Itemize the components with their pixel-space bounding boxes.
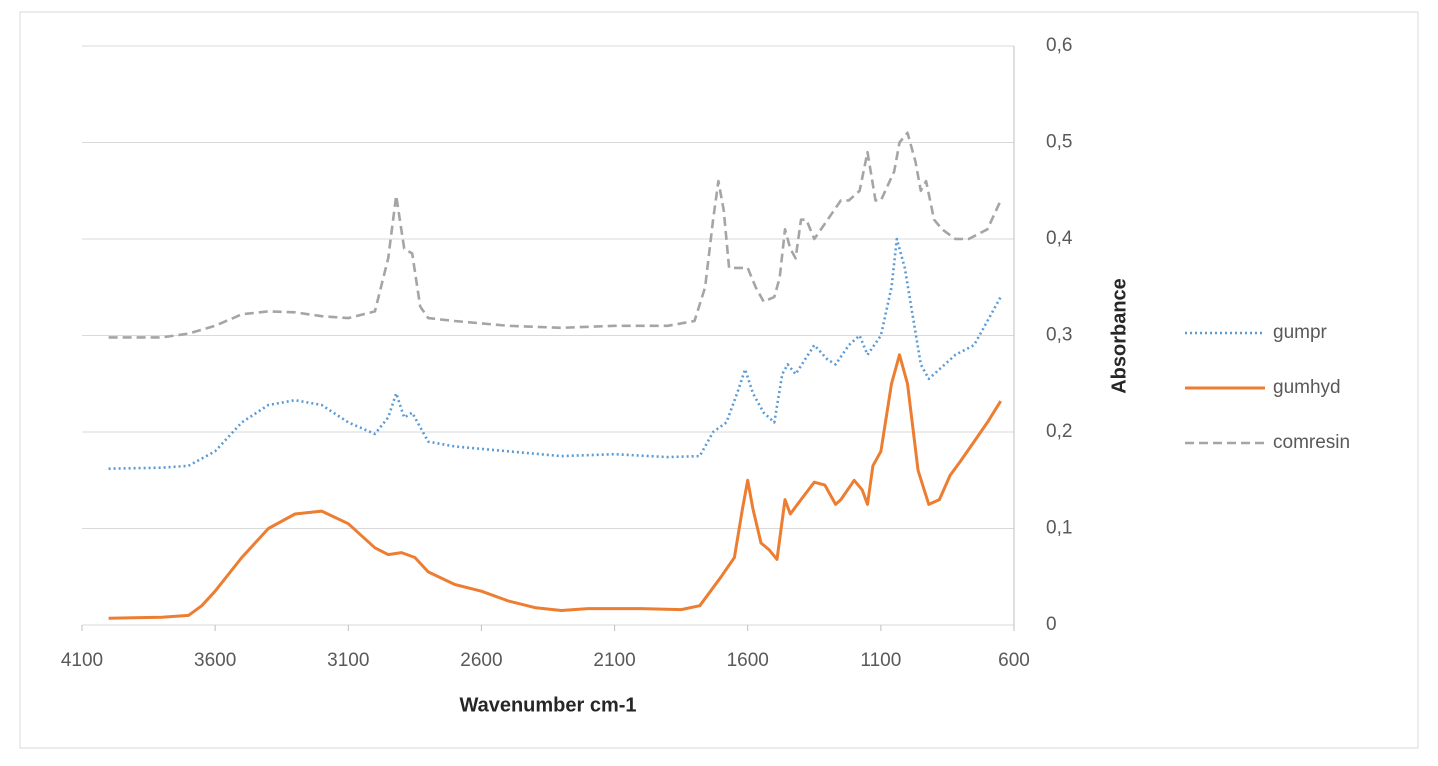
y-axis-title: Absorbance: [1108, 278, 1130, 394]
x-tick-label: 2600: [460, 650, 502, 671]
x-tick-label: 4100: [61, 650, 103, 671]
y-tick-label: 0,1: [1046, 518, 1072, 539]
legend-label: gumpr: [1273, 322, 1328, 343]
legend-label: gumhyd: [1273, 377, 1341, 398]
x-tick-label: 1100: [860, 650, 901, 671]
x-axis-title: Wavenumber cm-1: [459, 694, 636, 716]
x-tick-label: 3600: [194, 650, 236, 671]
y-tick-label: 0,4: [1046, 228, 1073, 249]
legend-label: comresin: [1273, 432, 1350, 453]
series-line: [108, 237, 1002, 470]
x-tick-label: 1600: [727, 650, 769, 671]
series-line: [108, 131, 1002, 339]
y-tick-label: 0,6: [1046, 35, 1072, 56]
series-line: [108, 353, 1002, 620]
y-tick-label: 0,3: [1046, 325, 1072, 346]
x-tick-label: 3100: [327, 650, 369, 671]
y-tick-label: 0: [1046, 614, 1057, 635]
x-tick-label: 2100: [593, 650, 635, 671]
y-tick-label: 0,5: [1046, 132, 1072, 153]
chart-frame: [19, 11, 1419, 749]
x-tick-label: 600: [998, 650, 1030, 671]
y-tick-label: 0,2: [1046, 421, 1072, 442]
